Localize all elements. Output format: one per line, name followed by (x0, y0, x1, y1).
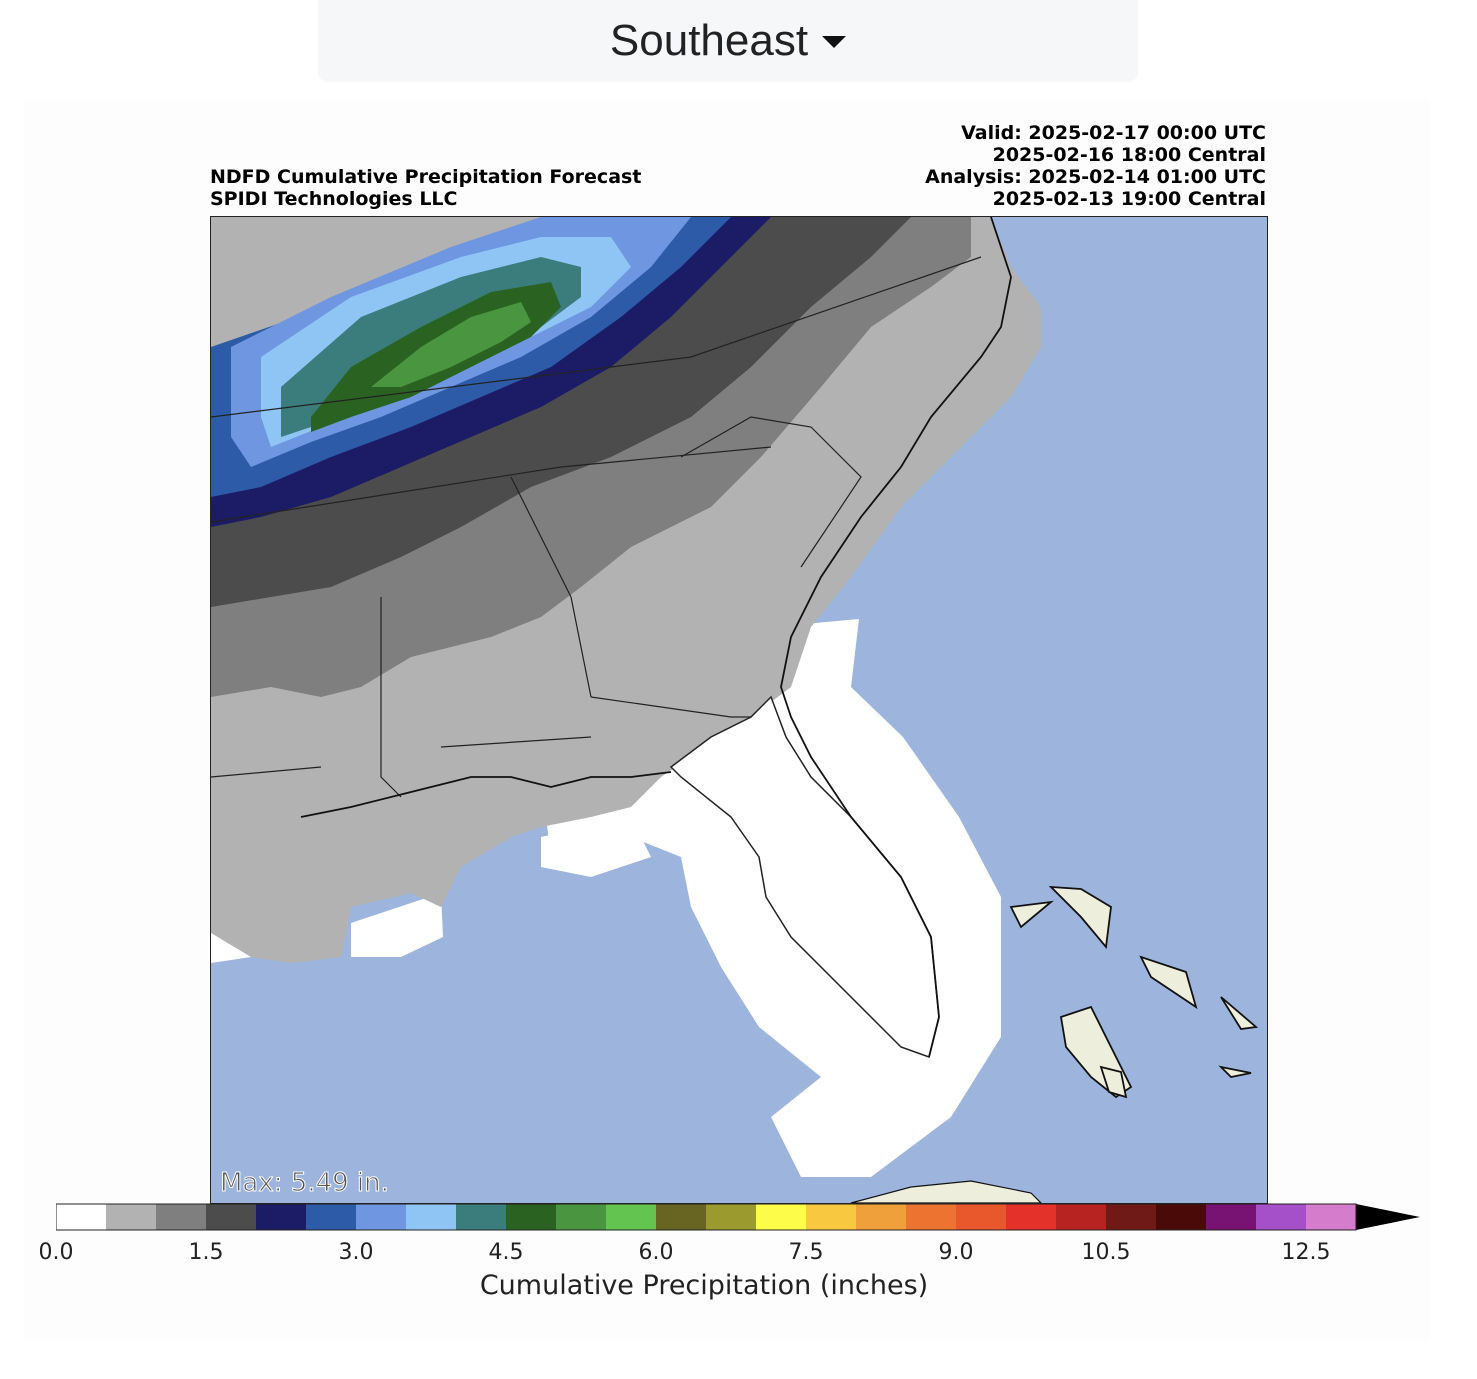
colorbar-bin (56, 1204, 107, 1230)
colorbar-tick-label: 9.0 (938, 1240, 974, 1265)
map-canvas (211, 217, 1267, 1203)
map-title: NDFD Cumulative Precipitation Forecast (210, 166, 642, 188)
colorbar-bin (956, 1204, 1007, 1230)
colorbar-bin (456, 1204, 507, 1230)
band-dark-gray (211, 217, 911, 607)
colorbar-bin (206, 1204, 257, 1230)
colorbar-bin (356, 1204, 407, 1230)
colorbar-bin (1206, 1204, 1257, 1230)
colorbar-bin (706, 1204, 757, 1230)
map-source: SPIDI Technologies LLC (210, 188, 458, 210)
colorbar-bin (556, 1204, 607, 1230)
colorbar-bin (106, 1204, 157, 1230)
map-panel (210, 216, 1268, 1204)
bahamas-islands (1009, 885, 1259, 1099)
colorbar-bin (506, 1204, 557, 1230)
colorbar-bin (406, 1204, 457, 1230)
colorbar-bin (806, 1204, 857, 1230)
colorbar-bin (1256, 1204, 1307, 1230)
colorbar-bin (1006, 1204, 1057, 1230)
colorbar-title: Cumulative Precipitation (inches) (479, 1270, 929, 1301)
colorbar (56, 1203, 1420, 1231)
colorbar-bin (1056, 1204, 1107, 1230)
region-selector-label: Southeast (609, 16, 809, 65)
colorbar-bin (906, 1204, 957, 1230)
panhandle-dry-patch (541, 817, 651, 877)
valid-time-central: 2025-02-16 18:00 Central (992, 144, 1266, 166)
colorbar-bin (656, 1204, 707, 1230)
colorbar-bin (1156, 1204, 1207, 1230)
colorbar-tick-label: 0.0 (38, 1240, 74, 1265)
colorbar-extend-arrow (1356, 1204, 1420, 1230)
map-header-left: NDFD Cumulative Precipitation Forecast S… (210, 166, 641, 210)
cuba-coast (850, 1180, 1042, 1203)
colorbar-bin (756, 1204, 807, 1230)
precipitation-map-figure: NDFD Cumulative Precipitation Forecast S… (24, 100, 1430, 1340)
colorbar-tick-label: 6.0 (638, 1240, 674, 1265)
analysis-time-utc: Analysis: 2025-02-14 01:00 UTC (925, 166, 1266, 188)
colorbar-bin (156, 1204, 207, 1230)
max-precip-label: Max: 5.49 in. (220, 1168, 390, 1199)
colorbar-tick-label: 7.5 (788, 1240, 824, 1265)
colorbar-tick-label: 10.5 (1081, 1240, 1131, 1265)
colorbar-bin (1306, 1204, 1357, 1230)
atlantic-coastline (780, 217, 1012, 1058)
analysis-time-central: 2025-02-13 19:00 Central (992, 188, 1266, 210)
colorbar-bin (306, 1204, 357, 1230)
colorbar-tick-label: 12.5 (1281, 1240, 1331, 1265)
caret-down-icon (822, 36, 847, 48)
valid-time-utc: Valid: 2025-02-17 00:00 UTC (961, 122, 1266, 144)
colorbar-tick-label: 4.5 (488, 1240, 524, 1265)
band-green (371, 302, 531, 387)
colorbar-bin (606, 1204, 657, 1230)
state-boundaries (211, 256, 982, 798)
colorbar-tick-label: 1.5 (188, 1240, 224, 1265)
gulf-dry-patch (351, 893, 443, 957)
colorbar-bin (256, 1204, 307, 1230)
colorbar-bin (856, 1204, 907, 1230)
colorbar-border (56, 1203, 1357, 1231)
colorbar-bin (1106, 1204, 1157, 1230)
gulf-coastline (300, 771, 672, 818)
map-header-right: Valid: 2025-02-17 00:00 UTC 2025-02-16 1… (925, 122, 1266, 210)
region-selector[interactable]: Southeast (318, 0, 1138, 82)
colorbar-tick-label: 3.0 (338, 1240, 374, 1265)
